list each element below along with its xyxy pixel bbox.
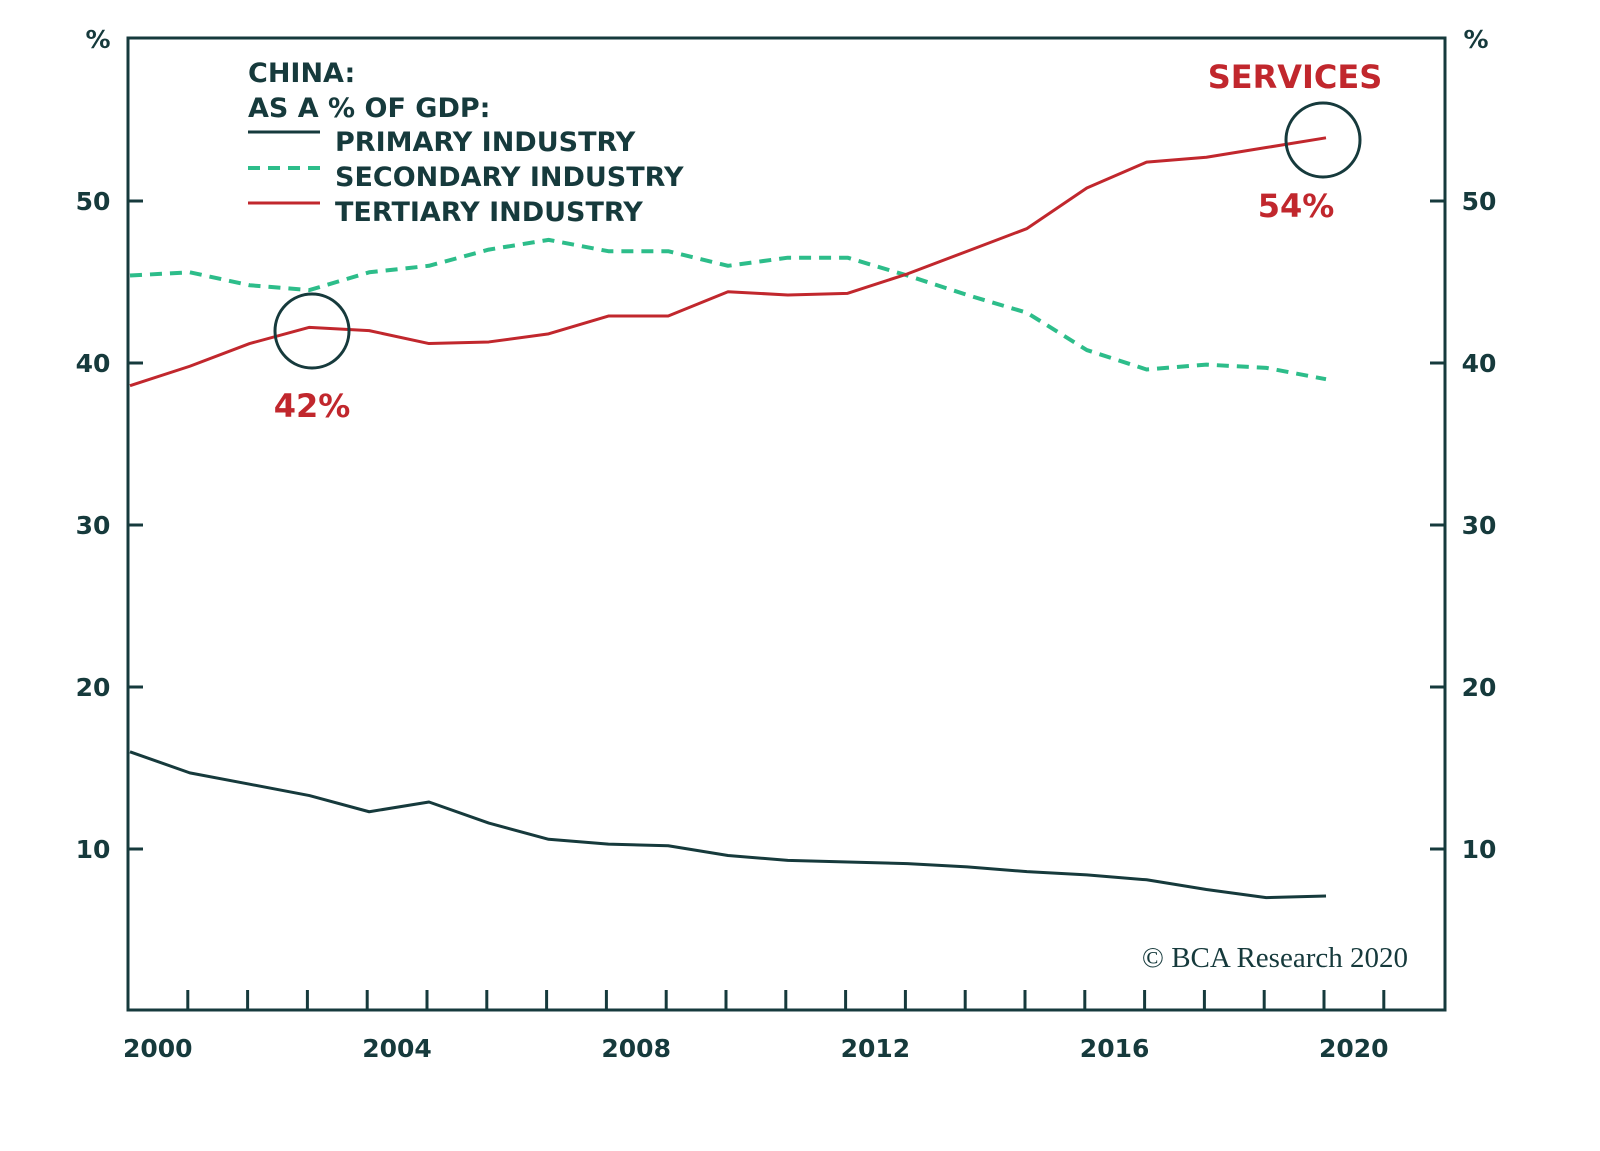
y-axis-label-right: % <box>1463 25 1488 54</box>
legend-label-secondary: SECONDARY INDUSTRY <box>335 162 684 193</box>
legend-label-primary: PRIMARY INDUSTRY <box>335 127 636 158</box>
series-line-tertiary-industry <box>129 136 1327 388</box>
y-tick-label-right: 20 <box>1462 673 1497 702</box>
annotation-42: 42% <box>274 387 351 425</box>
highlight-circle-2002 <box>273 292 351 370</box>
legend: CHINA: AS A % OF GDP: PRIMARY INDUSTRY S… <box>248 58 684 228</box>
x-tick-label: 2020 <box>1319 1034 1389 1063</box>
y-axis-label-left: % <box>85 25 110 54</box>
source-credit: © BCA Research 2020 <box>1142 942 1408 974</box>
y-tick-label-left: 10 <box>76 835 111 864</box>
y-tick-label-right: 40 <box>1462 349 1497 378</box>
x-tick-label: 2012 <box>841 1034 911 1063</box>
x-tick-label: 2004 <box>362 1034 432 1063</box>
highlight-circle-2019 <box>1284 101 1362 179</box>
x-tick-label: 2000 <box>123 1034 193 1063</box>
y-tick-label-right: 50 <box>1462 187 1497 216</box>
legend-label-tertiary: TERTIARY INDUSTRY <box>335 197 643 228</box>
y-tick-label-left: 30 <box>76 511 111 540</box>
plot-frame <box>126 36 1447 1012</box>
x-tick-label: 2008 <box>601 1034 671 1063</box>
y-tick-label-left: 50 <box>76 187 111 216</box>
series-line-secondary-industry <box>129 237 1327 382</box>
legend-subtitle: AS A % OF GDP: <box>248 93 490 124</box>
annotation-54: 54% <box>1258 187 1335 225</box>
y-tick-label-left: 20 <box>76 673 111 702</box>
y-tick-label-right: 30 <box>1462 511 1497 540</box>
annotation-services: SERVICES <box>1208 58 1383 96</box>
y-tick-label-right: 10 <box>1462 835 1497 864</box>
legend-title: CHINA: <box>248 58 355 89</box>
x-tick-label: 2016 <box>1080 1034 1150 1063</box>
y-tick-label-left: 40 <box>76 349 111 378</box>
series-line-primary-industry <box>129 750 1327 900</box>
